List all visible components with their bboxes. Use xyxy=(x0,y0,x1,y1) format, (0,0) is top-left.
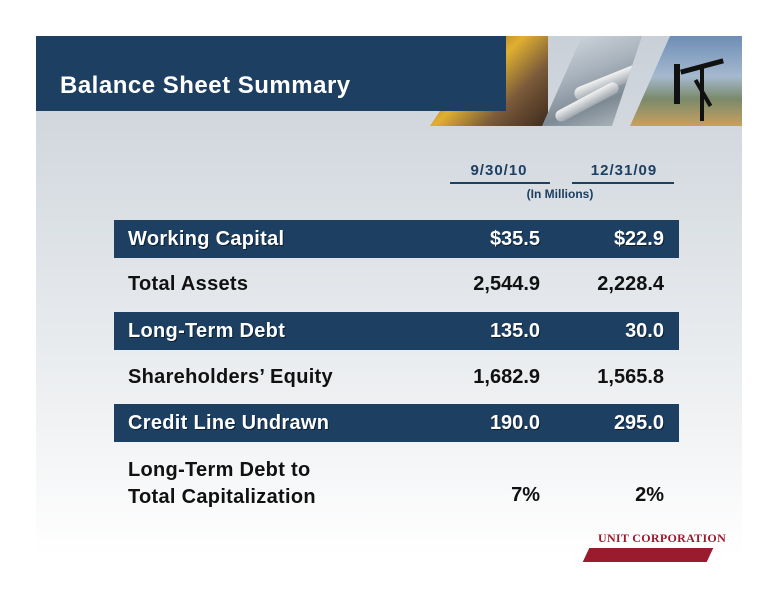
row-label-line1: Long-Term Debt to xyxy=(128,459,311,481)
title-bar xyxy=(36,36,506,111)
column-header-2009: 12/31/09 xyxy=(590,162,658,179)
table-row-shareholders-equity: Shareholders’ Equity 1,682.9 1,565.8 xyxy=(114,358,679,396)
row-value-2009: 295.0 xyxy=(613,412,664,434)
page-title: Balance Sheet Summary xyxy=(60,72,351,99)
row-value-2009: $22.9 xyxy=(613,228,664,250)
table-row-credit-line-undrawn: Credit Line Undrawn 190.0 295.0 xyxy=(114,404,679,442)
column-header-2010: 9/30/10 xyxy=(470,162,528,179)
row-value-2009: 2% xyxy=(635,484,664,506)
slide-background xyxy=(36,36,742,556)
row-value-2010: 135.0 xyxy=(489,320,540,342)
row-label: Total Assets xyxy=(128,273,249,295)
row-value-2010: 2,544.9 xyxy=(473,273,540,295)
column-underline xyxy=(450,182,550,184)
row-value-2010: $35.5 xyxy=(489,228,540,250)
table-row-total-assets: Total Assets 2,544.9 2,228.4 xyxy=(114,265,679,303)
column-underline xyxy=(572,182,674,184)
row-value-2009: 2,228.4 xyxy=(597,273,664,295)
row-value-2010: 7% xyxy=(511,484,540,506)
row-label: Working Capital xyxy=(128,228,285,250)
table-row-long-term-debt: Long-Term Debt 135.0 30.0 xyxy=(114,312,679,350)
company-logo-text: UNIT CORPORATION xyxy=(598,531,727,545)
table-row-debt-to-capitalization: Long-Term Debt to Total Capitalization 7… xyxy=(114,455,679,515)
row-value-2010: 190.0 xyxy=(489,412,540,434)
row-label: Credit Line Undrawn xyxy=(128,412,330,434)
row-label: Long-Term Debt xyxy=(128,320,286,342)
row-label-line2: Total Capitalization xyxy=(128,486,316,508)
row-label: Long-Term Debt to Total Capitalization xyxy=(128,457,316,511)
pipeline-photo xyxy=(542,36,642,126)
units-note: (In Millions) xyxy=(526,187,594,201)
table-row-working-capital: Working Capital $35.5 $22.9 xyxy=(114,220,679,258)
pumpjack-photo xyxy=(630,36,742,126)
row-label: Shareholders’ Equity xyxy=(128,366,333,388)
company-logo-bar xyxy=(582,548,714,562)
row-value-2009: 1,565.8 xyxy=(597,366,664,388)
row-value-2010: 1,682.9 xyxy=(473,366,540,388)
row-value-2009: 30.0 xyxy=(625,320,664,342)
